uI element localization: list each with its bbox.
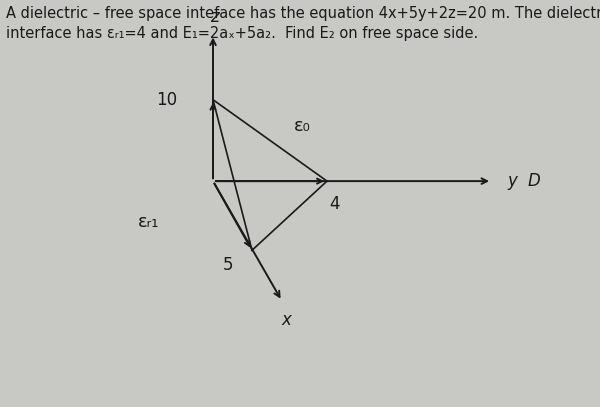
Text: y: y xyxy=(507,172,517,190)
Text: εᵣ₁: εᵣ₁ xyxy=(138,213,160,231)
Text: z: z xyxy=(210,9,218,26)
Text: interface has εᵣ₁=4 and E₁=2aₓ+5a₂.  Find E₂ on free space side.: interface has εᵣ₁=4 and E₁=2aₓ+5a₂. Find… xyxy=(6,26,478,42)
Text: D: D xyxy=(528,172,541,190)
Text: 10: 10 xyxy=(156,91,177,109)
Text: A dielectric – free space inteface has the equation 4x+5y+2z=20 m. The dielectri: A dielectric – free space inteface has t… xyxy=(6,6,600,21)
Text: 5: 5 xyxy=(223,256,233,274)
Text: 4: 4 xyxy=(329,195,340,213)
Text: ε₀: ε₀ xyxy=(294,117,311,135)
Text: x: x xyxy=(282,311,292,329)
